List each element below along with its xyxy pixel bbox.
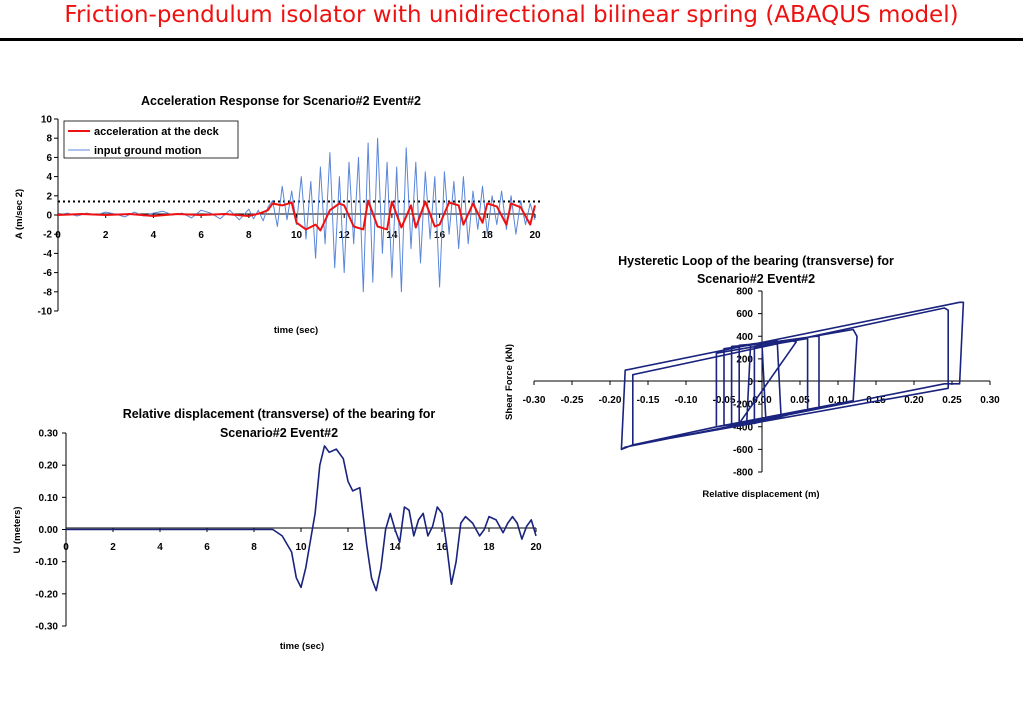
- x-tick-label: 18: [482, 230, 494, 241]
- series-line-0: [620, 301, 965, 451]
- y-tick-label: 8: [46, 134, 52, 145]
- x-tick-label: 14: [386, 230, 398, 241]
- x-tick-label: 20: [529, 230, 541, 241]
- x-tick-label: 2: [110, 542, 116, 553]
- y-tick-label: -0.30: [35, 622, 58, 633]
- x-tick-label: 14: [389, 542, 401, 553]
- y-tick-label: -400: [733, 422, 753, 433]
- y-axis-label: U (meters): [12, 507, 23, 554]
- x-tick-label: 10: [295, 542, 307, 553]
- series-line-1: [57, 199, 536, 232]
- y-tick-label: -800: [733, 468, 753, 479]
- y-axis-label: A (m/sec 2): [14, 189, 25, 239]
- legend-box: [63, 120, 239, 159]
- series-line-0: [66, 445, 537, 592]
- y-tick-label: 0.30: [39, 429, 59, 440]
- x-axis-label: time (sec): [280, 641, 324, 652]
- x-tick-label: 0.00: [752, 395, 772, 406]
- y-tick-label: 10: [41, 115, 53, 126]
- x-tick-label: 0.20: [904, 395, 924, 406]
- y-tick-label: -200: [733, 400, 753, 411]
- y-tick-label: -6: [43, 268, 52, 279]
- y-tick-label: -4: [43, 249, 52, 260]
- y-tick-label: 0: [46, 211, 52, 222]
- y-tick-label: -0.10: [35, 557, 58, 568]
- legend-label: acceleration at the deck: [94, 126, 220, 138]
- slide-title: Friction-pendulum isolator with unidirec…: [64, 2, 959, 28]
- x-tick-label: 4: [151, 230, 157, 241]
- y-tick-label: -8: [43, 287, 52, 298]
- x-tick-label: 0.25: [942, 395, 962, 406]
- chart-title: Relative displacement (transverse) of th…: [123, 407, 436, 440]
- x-tick-label: 0.10: [828, 395, 848, 406]
- y-tick-label: 200: [736, 354, 753, 365]
- x-tick-label: 6: [204, 542, 210, 553]
- x-tick-label: 16: [434, 230, 446, 241]
- x-tick-label: 0: [55, 230, 61, 241]
- y-tick-label: 800: [736, 287, 753, 298]
- legend: acceleration at the deck input ground mot…: [63, 120, 239, 159]
- x-tick-label: 18: [483, 542, 495, 553]
- y-tick-label: 0.00: [39, 525, 59, 536]
- x-tick-label: -0.15: [637, 395, 660, 406]
- x-tick-label: 0.05: [790, 395, 810, 406]
- x-tick-label: 6: [198, 230, 204, 241]
- x-tick-label: 0.30: [980, 395, 1000, 406]
- chart-title: Hysteretic Loop of the bearing (transver…: [618, 254, 894, 286]
- y-tick-label: 600: [736, 309, 753, 320]
- x-tick-label: 2: [103, 230, 109, 241]
- x-tick-label: -0.10: [675, 395, 698, 406]
- y-tick-label: 6: [46, 153, 52, 164]
- x-tick-label: 12: [342, 542, 354, 553]
- y-tick-label: -0.20: [35, 589, 58, 600]
- y-tick-label: -600: [733, 445, 753, 456]
- y-tick-label: 2: [46, 191, 52, 202]
- x-tick-label: 4: [157, 542, 163, 553]
- x-axis-label: Relative displacement (m): [702, 489, 819, 500]
- y-axis-label: Shear Force (kN): [504, 344, 515, 420]
- x-tick-label: -0.25: [561, 395, 584, 406]
- x-tick-label: 10: [291, 230, 303, 241]
- y-tick-label: 0: [747, 377, 753, 388]
- x-tick-label: 8: [251, 542, 257, 553]
- x-tick-label: 12: [339, 230, 351, 241]
- x-tick-label: 8: [246, 230, 252, 241]
- y-tick-label: 0.20: [39, 461, 59, 472]
- legend-label: input ground motion: [94, 145, 202, 157]
- x-tick-label: 0: [63, 542, 69, 553]
- title-rule: [0, 38, 1023, 41]
- y-tick-label: 0.10: [39, 493, 59, 504]
- y-tick-label: 4: [46, 172, 52, 183]
- x-tick-label: -0.20: [599, 395, 622, 406]
- y-tick-label: -2: [43, 230, 52, 241]
- x-tick-label: -0.30: [523, 395, 546, 406]
- x-tick-label: 16: [436, 542, 448, 553]
- x-axis-label: time (sec): [274, 325, 318, 336]
- chart-title: Acceleration Response for Scenario#2 Eve…: [141, 94, 421, 108]
- y-tick-label: 400: [736, 332, 753, 343]
- x-tick-label: 20: [530, 542, 542, 553]
- y-tick-label: -10: [38, 307, 53, 318]
